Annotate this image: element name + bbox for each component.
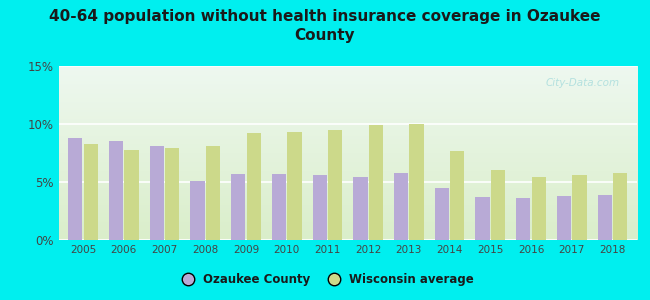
Bar <box>557 196 571 240</box>
Bar <box>231 174 245 240</box>
Bar <box>190 181 205 240</box>
Bar <box>206 146 220 240</box>
Bar <box>613 173 627 240</box>
Bar <box>150 146 164 240</box>
Bar <box>84 144 98 240</box>
Bar <box>573 175 587 240</box>
Bar <box>410 124 424 240</box>
Bar <box>369 125 383 240</box>
Bar <box>450 151 465 240</box>
Bar <box>394 173 408 240</box>
Bar <box>109 141 123 240</box>
Bar <box>328 130 343 240</box>
Bar <box>353 177 367 240</box>
Bar <box>272 174 286 240</box>
Bar <box>516 198 530 240</box>
Bar <box>491 170 505 240</box>
Bar <box>475 197 489 240</box>
Text: City-Data.com: City-Data.com <box>545 78 619 88</box>
Legend: Ozaukee County, Wisconsin average: Ozaukee County, Wisconsin average <box>171 269 479 291</box>
Bar <box>165 148 179 240</box>
Bar <box>246 133 261 240</box>
Bar <box>435 188 449 240</box>
Bar <box>313 175 327 240</box>
Bar <box>124 149 138 240</box>
Bar <box>68 138 83 240</box>
Bar <box>287 132 302 240</box>
Bar <box>598 195 612 240</box>
Bar <box>532 177 546 240</box>
Text: 40-64 population without health insurance coverage in Ozaukee
County: 40-64 population without health insuranc… <box>49 9 601 43</box>
